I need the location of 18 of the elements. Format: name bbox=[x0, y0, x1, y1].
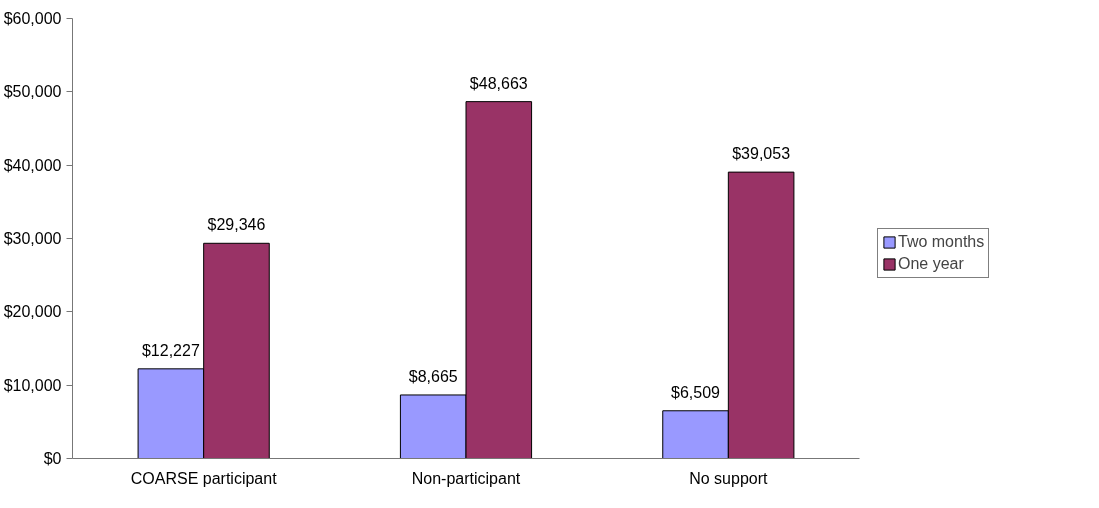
y-tick-label: $10,000 bbox=[3, 376, 62, 394]
y-tick-label: $50,000 bbox=[3, 83, 62, 101]
data-label: $39,053 bbox=[732, 145, 791, 163]
y-tick-label: $0 bbox=[43, 450, 62, 467]
data-label: $12,227 bbox=[141, 341, 200, 359]
data-label: $29,346 bbox=[207, 216, 266, 234]
x-tick-label: Non-participant bbox=[411, 469, 521, 487]
legend-label: Two months bbox=[898, 233, 985, 251]
x-tick-label: No support bbox=[689, 469, 769, 487]
y-tick-label: $60,000 bbox=[3, 10, 62, 27]
y-tick-label: $20,000 bbox=[3, 303, 62, 321]
y-tick-label: $40,000 bbox=[3, 156, 62, 174]
data-label: $8,665 bbox=[408, 367, 458, 385]
y-tick-label: $30,000 bbox=[3, 230, 62, 247]
data-label: $6,509 bbox=[671, 383, 721, 401]
legend-label: One year bbox=[898, 255, 964, 273]
data-label: $48,663 bbox=[469, 74, 528, 92]
x-tick-label: COARSE participant bbox=[130, 469, 278, 487]
